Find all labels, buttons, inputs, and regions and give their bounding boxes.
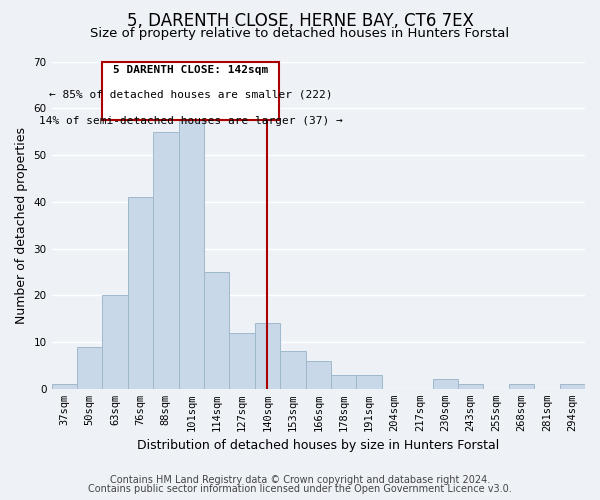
Bar (331, 375, 356, 389)
Text: Size of property relative to detached houses in Hunters Forstal: Size of property relative to detached ho… (91, 28, 509, 40)
Y-axis label: Number of detached properties: Number of detached properties (15, 126, 28, 324)
Text: 5 DARENTH CLOSE: 142sqm: 5 DARENTH CLOSE: 142sqm (113, 65, 268, 75)
Bar (458, 384, 484, 389)
Text: 14% of semi-detached houses are larger (37) →: 14% of semi-detached houses are larger (… (39, 116, 343, 126)
Bar (128, 197, 153, 389)
Bar (305, 361, 331, 389)
Text: 5, DARENTH CLOSE, HERNE BAY, CT6 7EX: 5, DARENTH CLOSE, HERNE BAY, CT6 7EX (127, 12, 473, 30)
Bar (229, 332, 255, 389)
Bar (255, 324, 280, 389)
Bar (433, 380, 458, 389)
Bar (179, 118, 204, 389)
FancyBboxPatch shape (103, 62, 279, 120)
Bar (153, 132, 179, 389)
Bar (77, 346, 103, 389)
Text: ← 85% of detached houses are smaller (222): ← 85% of detached houses are smaller (22… (49, 90, 332, 100)
Bar (280, 352, 305, 389)
Text: Contains HM Land Registry data © Crown copyright and database right 2024.: Contains HM Land Registry data © Crown c… (110, 475, 490, 485)
Bar (356, 375, 382, 389)
Bar (52, 384, 77, 389)
Bar (560, 384, 585, 389)
Bar (509, 384, 534, 389)
Bar (103, 296, 128, 389)
X-axis label: Distribution of detached houses by size in Hunters Forstal: Distribution of detached houses by size … (137, 440, 499, 452)
Text: Contains public sector information licensed under the Open Government Licence v3: Contains public sector information licen… (88, 484, 512, 494)
Bar (204, 272, 229, 389)
